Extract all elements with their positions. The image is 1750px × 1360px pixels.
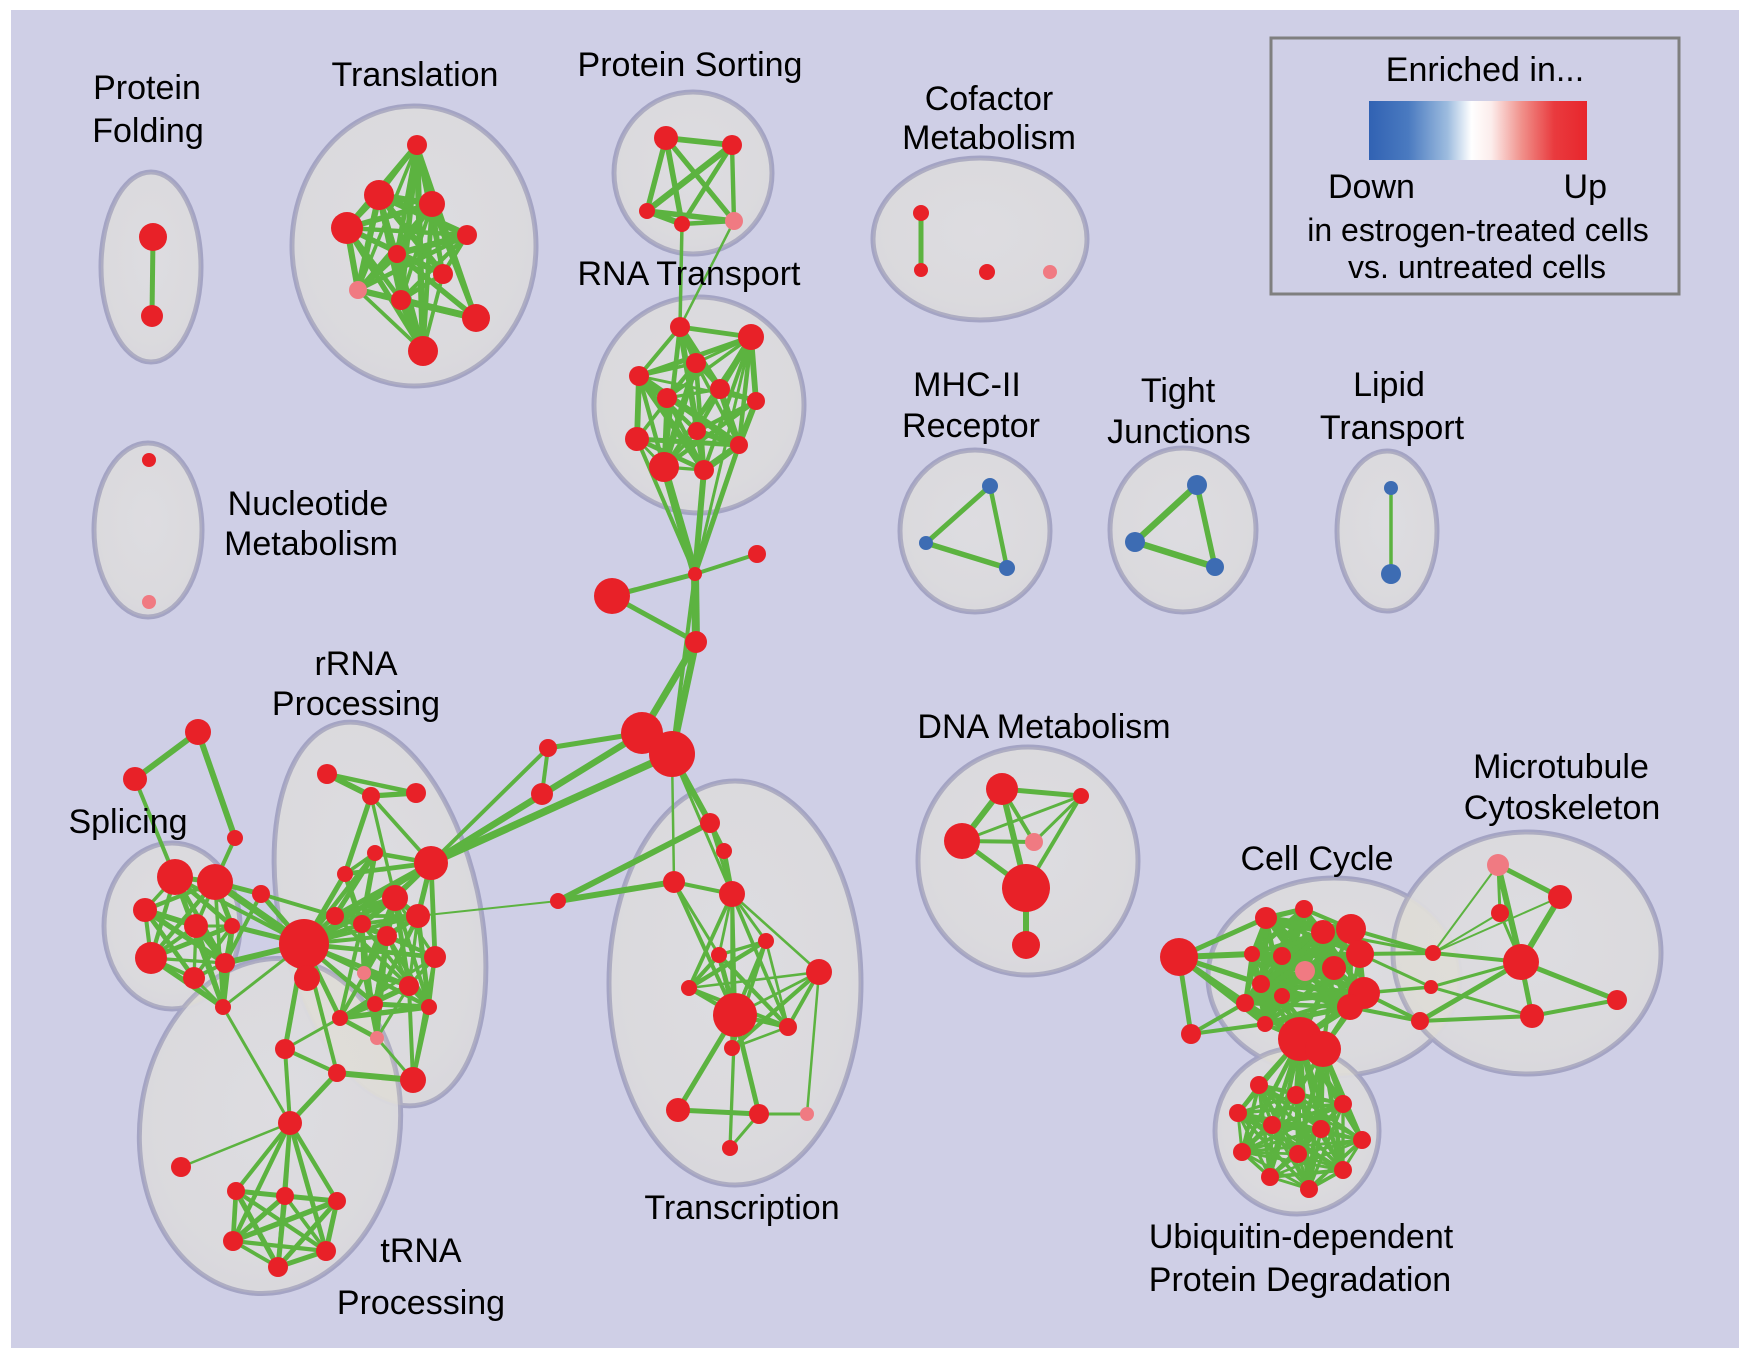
- svg-text:in estrogen-treated cells: in estrogen-treated cells: [1307, 212, 1649, 248]
- svg-text:Protein Sorting: Protein Sorting: [578, 46, 803, 84]
- svg-text:Receptor: Receptor: [902, 407, 1040, 445]
- svg-text:Lipid: Lipid: [1353, 366, 1425, 404]
- svg-text:Metabolism: Metabolism: [224, 525, 398, 563]
- svg-text:Microtubule: Microtubule: [1473, 748, 1649, 786]
- svg-text:Nucleotide: Nucleotide: [228, 485, 389, 523]
- svg-text:Transport: Transport: [1320, 409, 1465, 447]
- svg-text:Splicing: Splicing: [68, 803, 187, 841]
- svg-text:DNA Metabolism: DNA Metabolism: [917, 708, 1170, 746]
- svg-text:Cytoskeleton: Cytoskeleton: [1464, 789, 1661, 827]
- svg-text:rRNA: rRNA: [314, 645, 397, 683]
- svg-text:Ubiquitin-dependent: Ubiquitin-dependent: [1149, 1218, 1454, 1256]
- svg-text:RNA Transport: RNA Transport: [578, 255, 802, 293]
- svg-text:Down: Down: [1328, 168, 1415, 206]
- svg-text:tRNA: tRNA: [380, 1232, 462, 1270]
- svg-text:Up: Up: [1564, 168, 1607, 206]
- svg-text:vs. untreated cells: vs. untreated cells: [1348, 249, 1606, 285]
- svg-text:Junctions: Junctions: [1107, 413, 1251, 451]
- svg-text:Transcription: Transcription: [644, 1189, 839, 1227]
- svg-text:Protein Degradation: Protein Degradation: [1149, 1261, 1451, 1299]
- svg-text:Processing: Processing: [272, 685, 440, 723]
- svg-text:MHC-II: MHC-II: [913, 366, 1021, 404]
- svg-text:Tight: Tight: [1141, 372, 1216, 410]
- svg-text:Translation: Translation: [332, 56, 499, 94]
- svg-text:Protein: Protein: [93, 69, 201, 107]
- svg-text:Metabolism: Metabolism: [902, 119, 1076, 157]
- svg-text:Cofactor: Cofactor: [925, 80, 1054, 118]
- svg-text:Processing: Processing: [337, 1284, 505, 1322]
- svg-text:Cell Cycle: Cell Cycle: [1240, 840, 1393, 878]
- svg-text:Folding: Folding: [92, 112, 204, 150]
- svg-text:Enriched in...: Enriched in...: [1386, 51, 1584, 89]
